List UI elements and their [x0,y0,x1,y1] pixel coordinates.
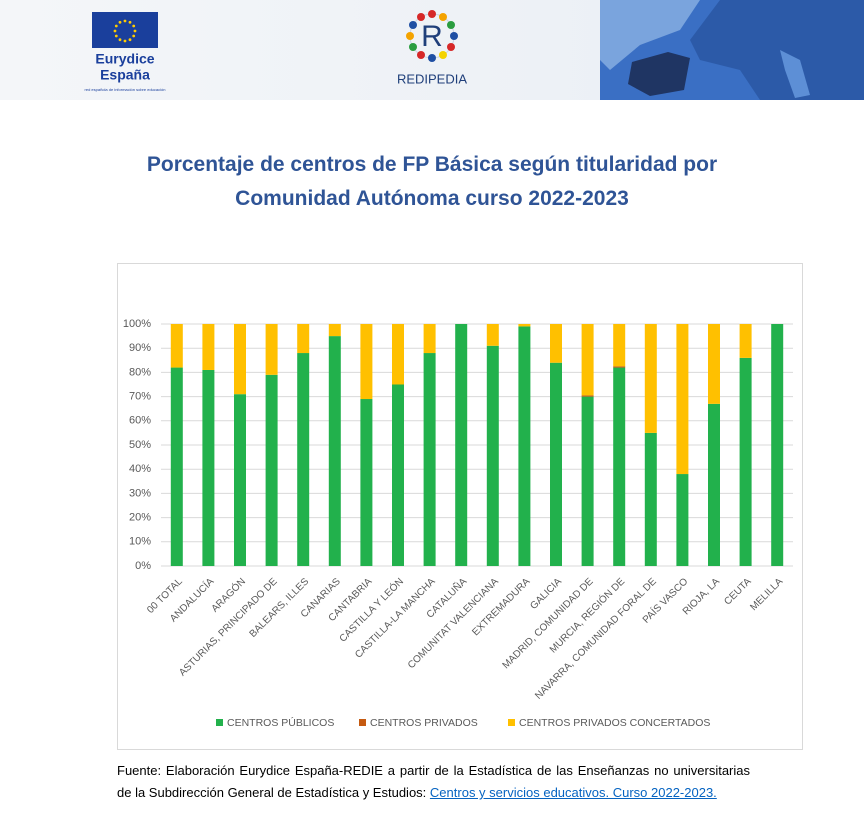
bar-segment [297,324,310,354]
bar-segment [170,367,183,566]
legend-swatch [508,719,515,726]
bar-segment [676,474,689,566]
bar-segment [771,324,784,566]
bar-segment [202,324,215,370]
bar-segment [328,324,341,337]
y-tick-label: 70% [129,391,151,403]
bar-segment [265,324,278,375]
chart: 0%10%20%30%40%50%60%70%80%90%100%00 TOTA… [123,318,793,729]
eu-flag [92,12,158,48]
header-graphics: Eurydice España red española de informac… [85,0,864,100]
bar-segment [423,353,436,566]
bar-segment [202,369,215,566]
europe-map [600,0,864,100]
bar-segment [234,324,246,395]
y-tick-label: 20% [129,512,151,524]
y-tick-label: 100% [123,318,151,330]
x-tick-label: CEUTA [722,576,753,607]
bar-segment [518,324,531,327]
bar-segment [486,345,499,566]
bar-segment [676,324,689,475]
source-note: Fuente: Elaboración Eurydice España-REDI… [117,760,750,804]
legend-swatch [216,719,223,726]
redipedia-ring [406,10,458,62]
bar-segment [739,324,752,358]
bar-segment [613,366,626,368]
bar-segment [581,324,594,396]
bar-segment [328,336,341,566]
bar-segment [360,324,373,400]
bar-segment [581,395,594,397]
chart-frame: 0% 10% 20% 30% 40% 50% 60% 70% 80% 90% 100% 00 TOTA… [117,263,803,750]
bar-segment [739,357,752,566]
y-tick-label: 10% [129,536,151,548]
bar-segment [297,353,310,566]
bar-segment [550,324,562,363]
bar-segment [392,324,404,385]
legend-label: CENTROS PRIVADOS CONCERTADOS [519,717,710,729]
y-tick-label: 50% [129,439,151,451]
bar-segment [708,403,720,566]
x-tick-label: BALEARS, ILLES [248,576,312,640]
source-text: Fuente: Elaboración Eurydice España-REDI… [117,763,750,800]
logo-name: Eurydice [95,51,154,67]
legend-swatch [359,719,366,726]
bar-segment [234,394,246,566]
bar-segment [392,384,404,566]
bar-segment [486,324,499,346]
bar-segment [360,399,373,566]
eu-stars [113,19,137,43]
header: Eurydice España red española de informac… [0,0,864,100]
bar-segment [581,396,594,566]
y-tick-label: 0% [135,560,151,572]
y-tick-label: 30% [129,487,151,499]
bar-segment [423,324,436,354]
bar-segment [455,324,468,566]
source-link[interactable]: Centros y servicios educativos. Curso 20… [429,785,717,800]
y-tick-label: 90% [129,342,151,354]
logo-tagline: red española de información sobre educac… [85,87,166,92]
chart-title: Porcentaje de centros de FP Básica según… [146,153,718,210]
bar-segment [518,326,531,566]
y-tick-label: 60% [129,415,151,427]
logo-center-name: REDIPEDIA [397,71,467,86]
legend-label: CENTROS PRIVADOS [370,717,478,729]
bar-segment [170,324,183,368]
logo-country: España [100,67,150,83]
bar-segment [708,324,720,404]
legend-label: CENTROS PÚBLICOS [227,716,334,729]
x-tick-label: EXTREMADURA [470,576,532,638]
bar-segment [644,324,657,433]
bar-segment [550,362,562,566]
x-tick-label: MELILLA [748,576,785,613]
bar-segment [613,367,626,566]
y-tick-label: 40% [129,463,151,475]
logo-letter: R [421,20,443,53]
bar-segment [644,432,657,566]
y-tick-label: 80% [129,366,151,378]
bar-segment [265,374,278,566]
bar-segment [613,324,626,367]
